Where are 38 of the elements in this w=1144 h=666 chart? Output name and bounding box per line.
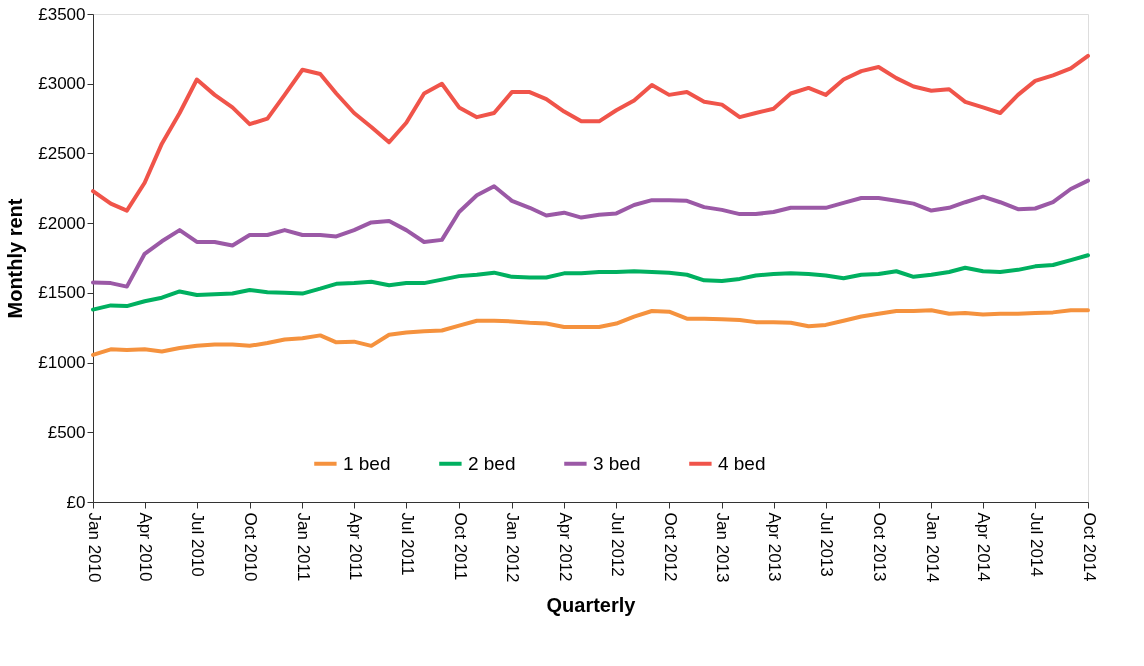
x-tick-label: Jul 2010 <box>188 512 208 577</box>
y-tick-label: £0 <box>66 492 86 512</box>
y-tick-label: £3000 <box>38 74 86 94</box>
line-series <box>91 308 1090 357</box>
x-axis-title: Quarterly <box>546 594 637 617</box>
y-tick-label: £2500 <box>38 143 86 163</box>
x-tick-label: Oct 2014 <box>1079 512 1099 582</box>
x-tick-label: Jan 2010 <box>84 512 104 583</box>
x-tick-label: Apr 2012 <box>555 512 575 582</box>
x-tick-label: Jul 2012 <box>607 512 627 577</box>
legend-label: 3 bed <box>592 452 641 474</box>
x-tick-label: Oct 2013 <box>870 512 890 582</box>
y-tick-label: £1000 <box>38 353 86 373</box>
x-tick-label: Jan 2012 <box>503 512 523 583</box>
line-series <box>91 53 1090 213</box>
x-tick-label: Jan 2011 <box>293 512 313 582</box>
legend-label: 2 bed <box>467 452 516 474</box>
x-tick-label: Oct 2011 <box>450 512 470 581</box>
x-tick-label: Jan 2014 <box>922 512 942 583</box>
line-series <box>91 178 1090 289</box>
x-tick-label: Oct 2010 <box>241 512 261 582</box>
y-tick-label: £1500 <box>38 283 86 303</box>
x-tick-label: Apr 2014 <box>974 512 994 582</box>
x-tick-label: Jul 2014 <box>1026 512 1046 577</box>
y-tick-label: £500 <box>47 422 86 442</box>
x-tick-label: Apr 2010 <box>136 512 156 582</box>
x-tick-label: Jan 2013 <box>713 512 733 583</box>
x-tick-label: Apr 2011 <box>345 512 365 581</box>
x-tick-label: Apr 2013 <box>765 512 785 582</box>
x-tick-label: Jul 2013 <box>817 512 837 577</box>
x-tick-label: Oct 2012 <box>660 512 680 582</box>
legend-label: 1 bed <box>342 452 391 474</box>
y-axis-title: Monthly rent <box>4 198 27 319</box>
y-tick-label: £3500 <box>38 4 86 24</box>
line-series <box>91 253 1090 312</box>
x-tick-label: Jul 2011 <box>397 512 417 576</box>
legend-label: 4 bed <box>717 452 766 474</box>
y-tick-label: £2000 <box>38 213 86 233</box>
